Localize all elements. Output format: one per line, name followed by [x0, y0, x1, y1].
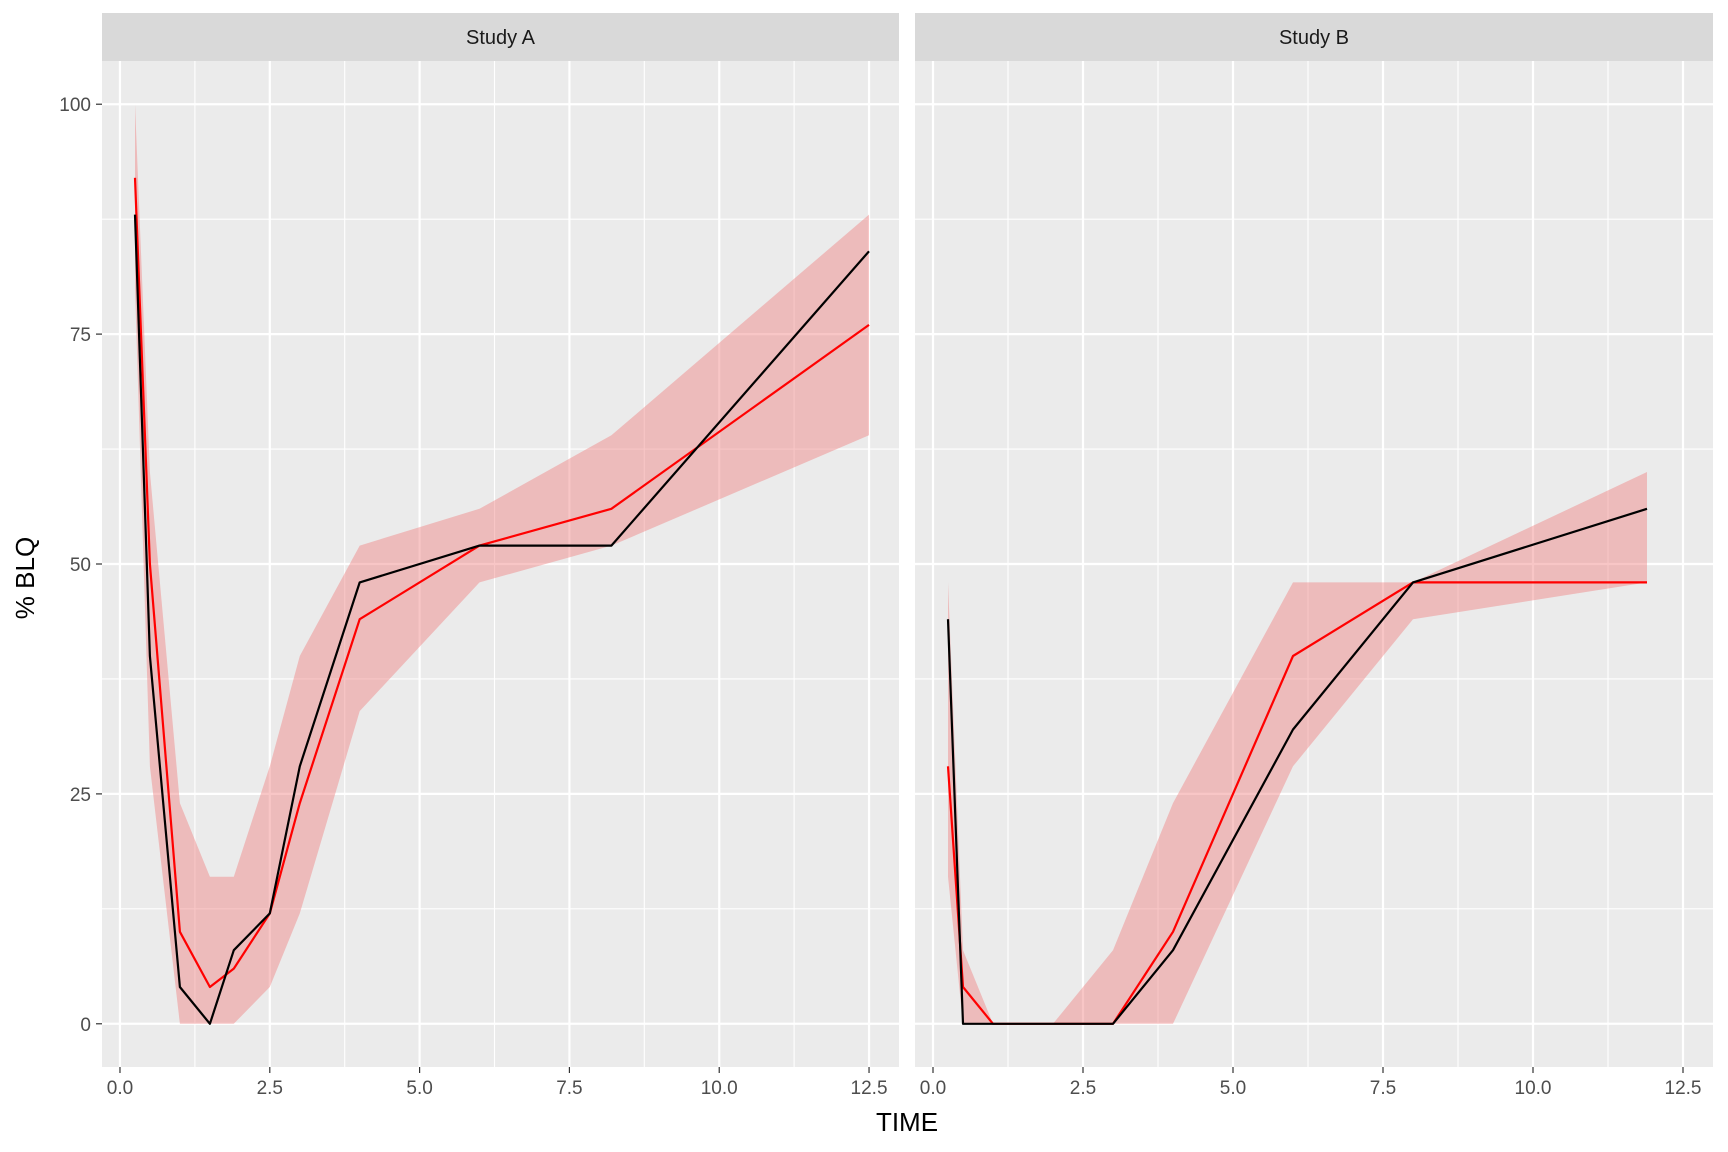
median-prediction-line: [946, 581, 1647, 1025]
y-tick-label: 25: [70, 785, 91, 806]
y-tick-label: 50: [70, 555, 91, 576]
x-tick-label: 10.0: [701, 1078, 738, 1099]
y-tick-label: 100: [59, 95, 91, 116]
observed-line: [133, 214, 870, 1025]
facet-panel-1: Study A: [102, 13, 899, 1067]
x-tick-label: 5.0: [1220, 1078, 1246, 1099]
prediction-interval-ribbon: [948, 472, 1647, 1024]
x-tick-label: 10.0: [1515, 1078, 1552, 1099]
x-tick-label: 0.0: [107, 1078, 133, 1099]
x-tick-label: 7.5: [1370, 1078, 1396, 1099]
x-tick-label: 0.0: [920, 1078, 946, 1099]
x-tick-label: 7.5: [556, 1078, 582, 1099]
prediction-interval-ribbon: [135, 104, 869, 1024]
axes-layer: 0.0 2.5 5.0 7.5 10.0 12.5 0 25 50 75 100 0.0 2.5 5.0 7…: [59, 95, 1701, 1099]
facet-strip: [102, 13, 899, 61]
facet-strip-label: Study B: [1279, 27, 1349, 49]
x-axis-title: TIME: [876, 1107, 938, 1137]
facet-strip-label: Study A: [466, 27, 536, 49]
x-tick-label: 2.5: [257, 1078, 283, 1099]
y-tick-label: 75: [70, 325, 91, 346]
x-tick-label: 5.0: [406, 1078, 432, 1099]
facet-panel-2: Study B: [915, 13, 1713, 1067]
observed-line: [946, 507, 1648, 1025]
x-tick-label: 12.5: [1665, 1078, 1702, 1099]
x-tick-label: 2.5: [1070, 1078, 1096, 1099]
panels-layer: Study A Study B: [102, 13, 1713, 1067]
facet-strip: [915, 13, 1713, 61]
x-tick-label: 12.5: [851, 1078, 888, 1099]
y-axis-title: % BLQ: [10, 537, 40, 619]
y-tick-label: 0: [80, 1015, 91, 1036]
